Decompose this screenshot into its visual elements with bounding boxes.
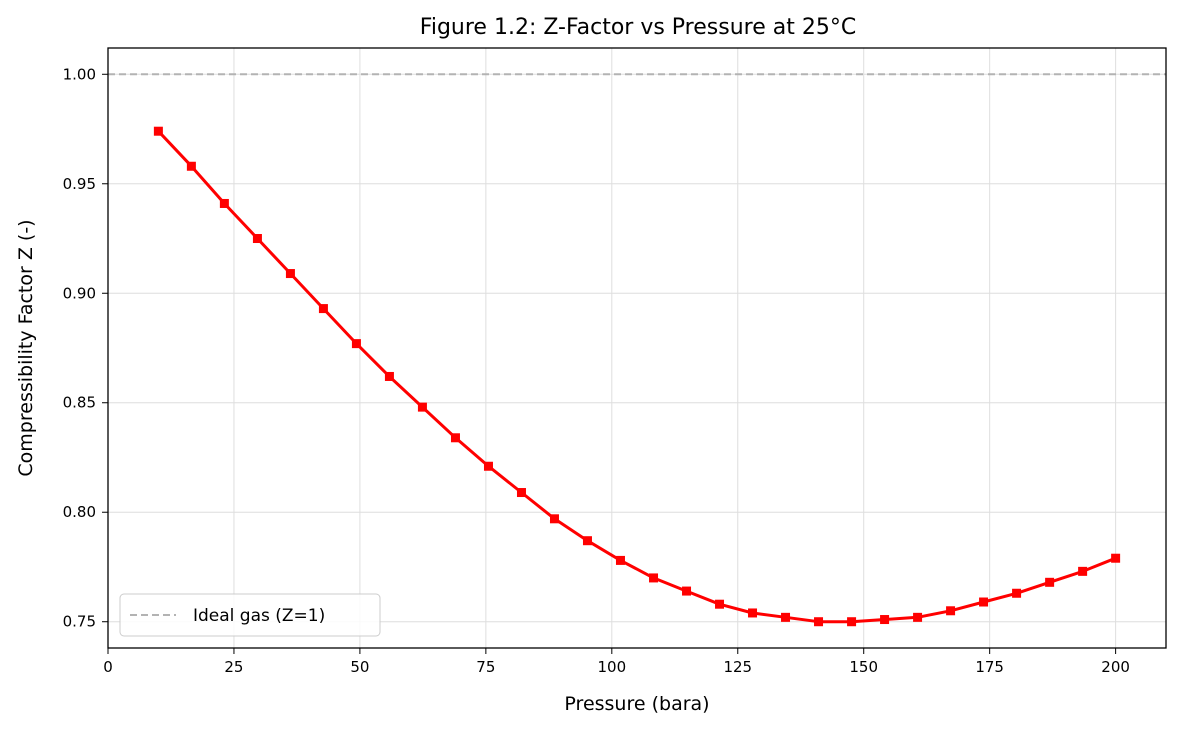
data-point-marker — [252, 234, 262, 244]
y-tick-label: 0.80 — [63, 503, 96, 521]
legend-label-ideal-gas: Ideal gas (Z=1) — [193, 606, 325, 626]
data-point-marker — [549, 514, 559, 524]
y-tick-label: 0.75 — [63, 613, 96, 631]
x-tick-label: 150 — [849, 658, 878, 676]
x-tick-label: 200 — [1101, 658, 1130, 676]
data-point-marker — [1012, 588, 1022, 598]
data-point-marker — [781, 612, 791, 622]
data-point-marker — [384, 371, 394, 381]
data-point-marker — [483, 461, 493, 471]
data-point-marker — [1078, 566, 1088, 576]
plot-frame — [107, 47, 1167, 649]
x-tick-label: 75 — [476, 658, 495, 676]
x-tick-label: 175 — [975, 658, 1004, 676]
chart-title: Figure 1.2: Z-Factor vs Pressure at 25°C — [420, 15, 856, 40]
data-point-marker — [814, 617, 824, 627]
data-point-marker — [715, 599, 725, 609]
y-tick-label: 0.90 — [63, 284, 96, 302]
data-point-marker — [880, 615, 890, 625]
data-point-marker — [649, 573, 659, 583]
data-point-marker — [285, 269, 295, 279]
legend: Ideal gas (Z=1) — [119, 593, 381, 637]
z-factor-line — [157, 130, 1117, 624]
y-axis-label: Compressibility Factor Z (-) — [15, 219, 37, 476]
y-tick-label: 0.95 — [63, 175, 96, 193]
x-tick-label: 25 — [224, 658, 243, 676]
data-point-marker — [913, 612, 923, 622]
data-point-marker — [615, 555, 625, 565]
x-axis-ticks: 0 25 50 75 100 125 150 175 200 — [103, 648, 1130, 676]
x-tick-label: 100 — [597, 658, 626, 676]
data-point-marker — [946, 606, 956, 616]
data-point-marker — [318, 304, 328, 314]
data-point-marker — [682, 586, 692, 596]
data-point-marker — [417, 402, 427, 412]
data-point-marker — [1045, 577, 1055, 587]
y-axis-ticks: 0.75 0.80 0.85 0.90 0.95 1.00 — [63, 65, 108, 631]
x-tick-label: 125 — [723, 658, 752, 676]
x-tick-label: 50 — [350, 658, 369, 676]
data-point-marker — [582, 536, 592, 546]
data-point-marker — [847, 617, 857, 627]
data-point-marker — [1111, 553, 1121, 563]
series-layer — [153, 126, 1121, 627]
x-tick-label: 0 — [103, 658, 113, 676]
y-tick-label: 1.00 — [63, 65, 96, 83]
x-axis-label: Pressure (bara) — [564, 693, 709, 715]
data-point-marker — [351, 339, 361, 349]
data-point-marker — [979, 597, 989, 607]
data-point-marker — [219, 198, 229, 208]
legend-box — [119, 593, 381, 637]
data-point-marker — [153, 126, 163, 136]
data-point-marker — [450, 433, 460, 443]
data-point-marker — [748, 608, 758, 618]
data-point-marker — [186, 161, 196, 171]
data-point-marker — [516, 488, 526, 498]
y-tick-label: 0.85 — [63, 394, 96, 412]
